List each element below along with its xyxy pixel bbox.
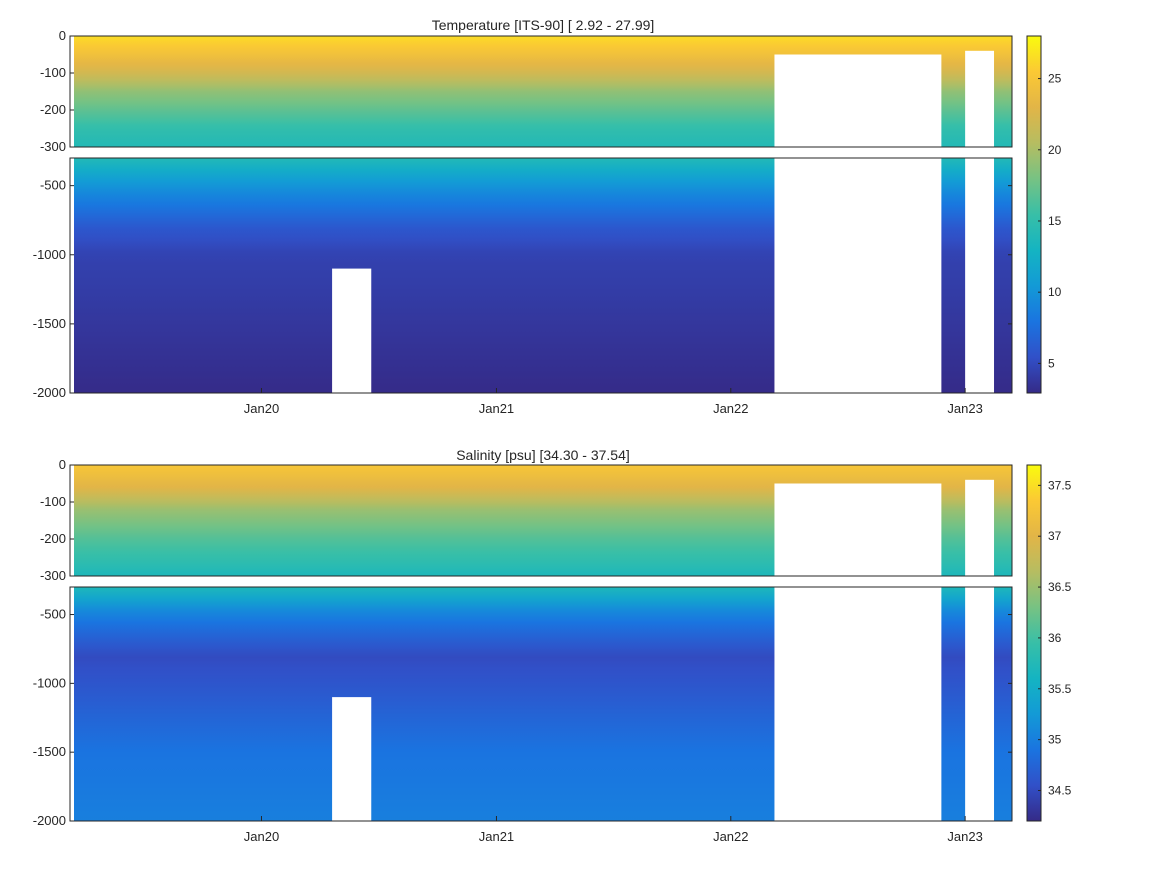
y-tick-label: -500 <box>40 607 66 622</box>
data-gap <box>774 587 942 821</box>
upper-axes-box <box>69 35 1013 148</box>
lower-axes-box <box>69 157 1013 394</box>
y-tick-label: -1500 <box>33 316 66 331</box>
y-tick-label: -2000 <box>33 385 66 400</box>
chart-1: 0 -100 -200 -300 -500 -1000 -1500 -2000 Jan20 Jan… <box>33 447 1072 844</box>
y-tick-label: -2000 <box>33 813 66 828</box>
y-tick-label: -100 <box>40 65 66 80</box>
y-tick-label: 0 <box>59 457 66 472</box>
lower-axes-box <box>69 586 1013 822</box>
colorbar-tick-label: 25 <box>1048 72 1062 86</box>
y-tick-label: -200 <box>40 102 66 117</box>
upper-axes-box <box>69 464 1013 577</box>
y-tick-label: -500 <box>40 178 66 193</box>
data-gap <box>332 697 372 821</box>
colorbar-tick-label: 10 <box>1048 285 1062 299</box>
y-tick-label: -300 <box>40 568 66 583</box>
colorbar-tick-label: 20 <box>1048 143 1062 157</box>
data-gap <box>965 158 995 393</box>
data-gap <box>774 483 942 576</box>
colorbar <box>1026 464 1042 822</box>
colorbar-tick-label: 34.5 <box>1048 783 1072 797</box>
y-tick-label: 0 <box>59 28 66 43</box>
y-tick-label: -1000 <box>33 675 66 690</box>
y-tick-label: -300 <box>40 139 66 154</box>
x-tick-label: Jan23 <box>947 401 982 416</box>
chart-title: Temperature [ITS-90] [ 2.92 - 27.99] <box>432 17 655 33</box>
y-tick-label: -100 <box>40 494 66 509</box>
x-tick-label: Jan21 <box>479 401 514 416</box>
chart-0: 0 -100 -200 -300 -500 -1000 -1500 -2000 Jan20 Jan… <box>33 17 1062 416</box>
colorbar <box>1026 35 1042 394</box>
x-tick-label: Jan22 <box>713 401 748 416</box>
data-gap <box>965 50 995 147</box>
x-tick-label: Jan23 <box>947 829 982 844</box>
x-tick-label: Jan20 <box>244 401 279 416</box>
colorbar-tick-label: 15 <box>1048 214 1062 228</box>
colorbar-tick-label: 5 <box>1048 356 1055 370</box>
colorbar-tick-label: 37.5 <box>1048 478 1072 492</box>
x-tick-label: Jan20 <box>244 829 279 844</box>
colorbar-tick-label: 36 <box>1048 631 1062 645</box>
colorbar-tick-label: 35.5 <box>1048 682 1072 696</box>
x-tick-label: Jan21 <box>479 829 514 844</box>
data-gap <box>774 158 942 393</box>
x-tick-label: Jan22 <box>713 829 748 844</box>
chart-title: Salinity [psu] [34.30 - 37.54] <box>456 447 630 463</box>
colorbar-tick-label: 37 <box>1048 529 1062 543</box>
data-gap <box>774 54 942 147</box>
data-gap <box>332 268 372 393</box>
data-gap <box>965 479 995 576</box>
colorbar-tick-label: 35 <box>1048 733 1062 747</box>
y-tick-label: -1000 <box>33 247 66 262</box>
y-tick-label: -200 <box>40 531 66 546</box>
colorbar-tick-label: 36.5 <box>1048 580 1072 594</box>
data-gap <box>965 587 995 821</box>
y-tick-label: -1500 <box>33 744 66 759</box>
